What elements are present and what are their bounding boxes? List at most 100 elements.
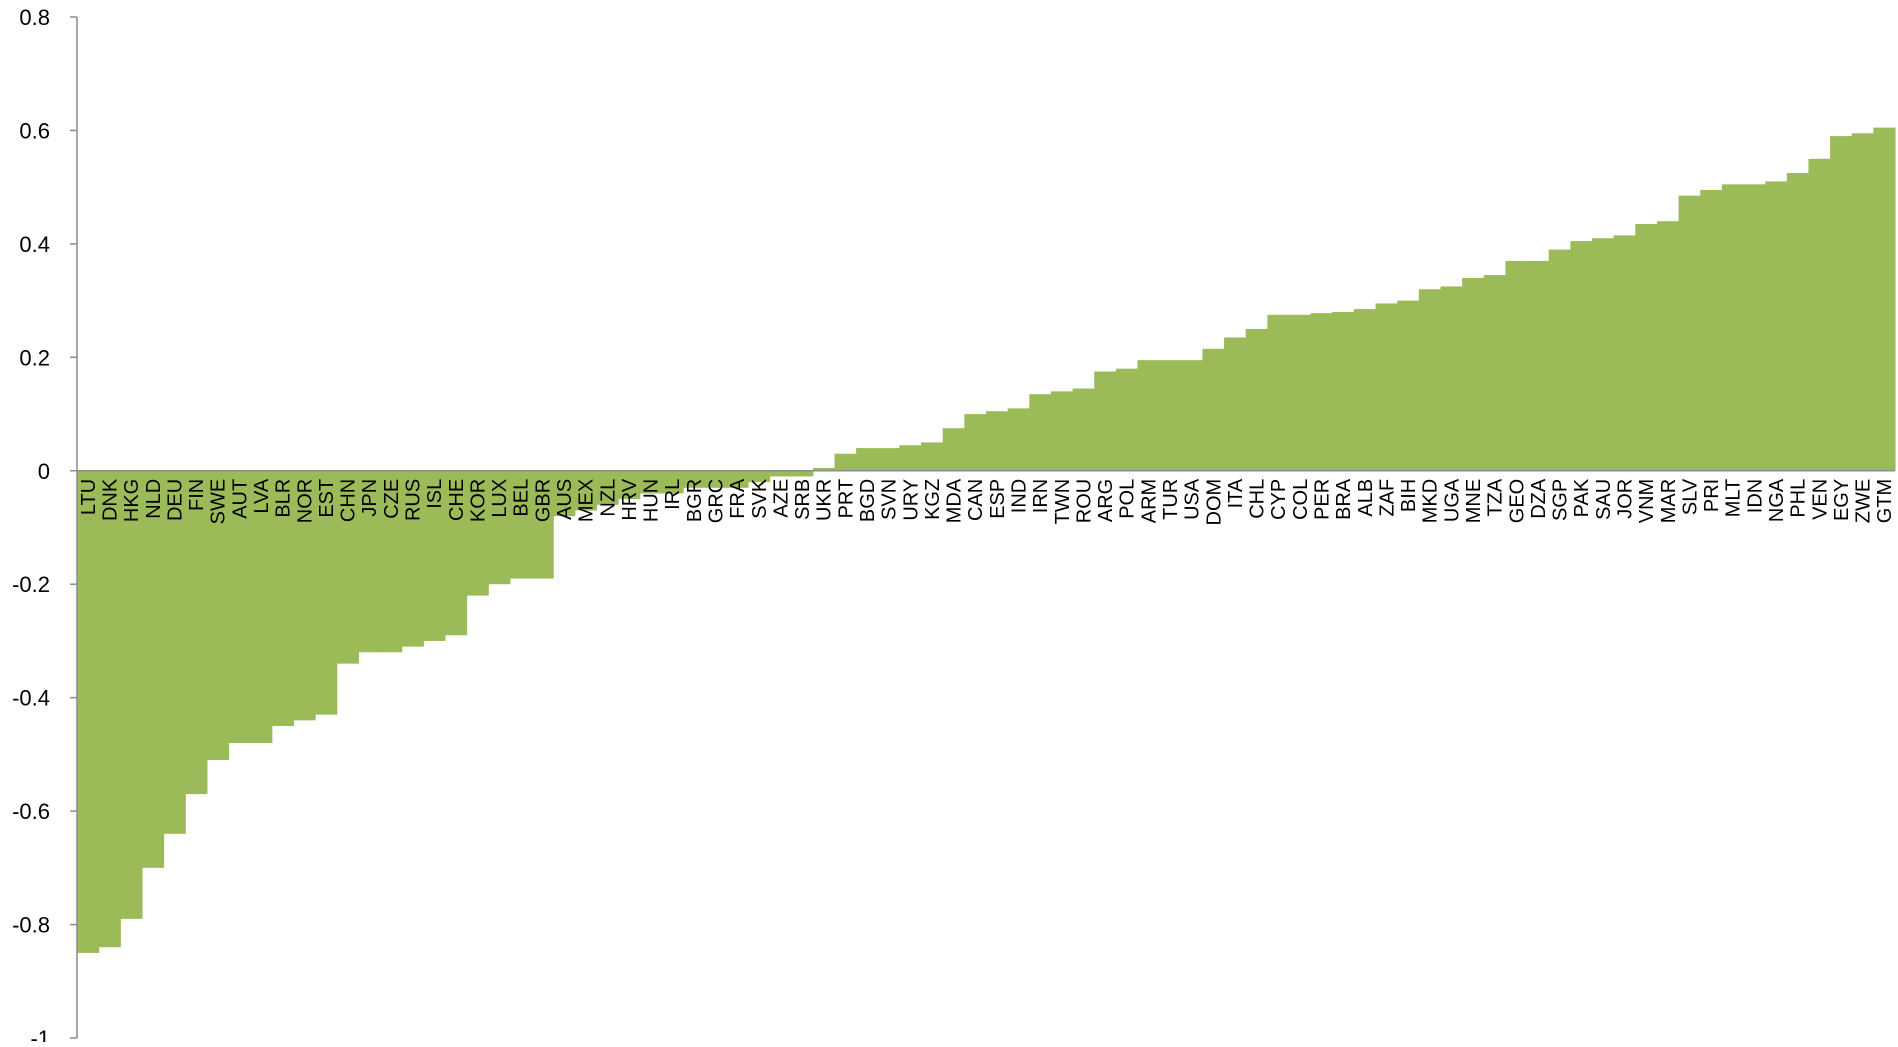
bar-isl [423,470,446,641]
bar-ury [899,445,922,471]
x-tick-label-hkg: HKG [121,479,143,522]
x-tick-label-pri: PRI [1701,479,1723,512]
x-tick-label-rus: RUS [402,479,424,521]
x-tick-label-bel: BEL [511,479,533,517]
bar-dom [1202,348,1225,471]
x-tick-label-est: EST [316,479,338,518]
x-tick-label-cyp: CYP [1268,479,1290,520]
bar-gtm [1873,127,1896,471]
bar-vnm [1635,224,1658,471]
x-tick-label-vnm: VNM [1636,479,1658,523]
x-tick-label-zaf: ZAF [1376,479,1398,517]
x-tick-labels: LTU DNK HKG NLD DEU FIN SWE AUT LVA BLR NOR EST CHN J… [78,478,1896,525]
bar-nor [293,470,316,721]
x-tick-label-ury: URY [900,479,922,521]
bar-bgr [683,470,706,488]
x-tick-label-sgp: SGP [1550,479,1572,521]
x-tick-label-phl: PHL [1788,479,1810,518]
bar-dza [1527,260,1550,471]
x-tick-label-per: PER [1311,479,1333,520]
bar-ita [1224,337,1247,471]
bar-chn [336,470,359,664]
x-tick-label-aut: AUT [229,479,251,519]
bar-ukr [812,467,836,471]
bar-pol [1115,368,1139,471]
bar-egy [1830,136,1853,471]
bar-mkd [1418,289,1442,471]
x-tick-label-isl: ISL [424,479,446,509]
bar-idn [1743,184,1766,471]
bar-nld [141,470,165,868]
x-tick-label-tur: TUR [1160,479,1182,520]
bars-group [77,127,1896,953]
bar-zwe [1851,133,1874,471]
x-tick-label-sau: SAU [1593,479,1615,520]
y-tick-label: 0 [38,459,50,484]
x-tick-label-dza: DZA [1528,478,1550,519]
x-tick-label-aze: AZE [770,479,792,518]
x-tick-label-mne: MNE [1463,479,1485,523]
x-tick-label-idn: IDN [1744,479,1766,513]
bar-cze [380,470,403,653]
x-tick-label-alb: ALB [1355,479,1377,517]
x-tick-label-can: CAN [965,479,987,521]
bar-bgd [856,448,879,471]
x-tick-label-ind: IND [1008,479,1030,513]
bar-nga [1765,181,1788,471]
bar-per [1310,313,1333,471]
bar-aus [553,470,576,517]
bar-ind [1007,408,1030,471]
bar-mlt [1721,184,1745,471]
x-tick-label-gbr: GBR [532,479,554,522]
bar-fra [726,470,749,488]
bar-gbr [531,470,554,579]
bar-can [964,414,987,471]
x-tick-label-lva: LVA [251,478,273,513]
bar-mar [1656,221,1680,471]
x-tick-label-pak: PAK [1571,478,1593,517]
bar-hrv [618,470,641,500]
x-tick-label-bra: BRA [1333,478,1355,520]
bar-srb [791,470,814,477]
bar-lux [488,470,511,585]
y-tick-label: 0.6 [19,118,50,143]
bar-kgz [921,442,944,471]
x-tick-label-prt: PRT [835,479,857,519]
bar-mda [942,428,965,471]
x-tick-label-kor: KOR [467,479,489,522]
bar-irn [1029,394,1052,471]
bar-col [1289,314,1312,471]
bar-nzl [596,470,619,505]
x-tick-label-aus: AUS [554,479,576,520]
bar-phl [1786,172,1810,471]
x-tick-label-tza: TZA [1485,478,1507,516]
x-tick-label-srb: SRB [792,479,814,520]
x-tick-label-jpn: JPN [359,479,381,517]
bar-lva [250,470,273,744]
bar-aut [228,470,251,744]
bar-usa [1180,360,1204,471]
x-tick-label-esp: ESP [987,479,1009,519]
y-tick-label: -0.4 [12,686,50,711]
bar-tur [1159,360,1182,471]
bar-bih [1397,300,1420,471]
x-tick-label-nzl: NZL [597,479,619,517]
bar-jpn [358,470,381,653]
y-tick-label: -0.2 [12,572,50,597]
x-tick-label-bgr: BGR [684,479,706,522]
bar-hun [639,470,662,494]
bar-ltu [77,470,100,953]
x-tick-label-mkd: MKD [1420,479,1442,523]
x-tick-label-ukr: UKR [814,479,836,521]
bar-jor [1613,235,1636,471]
x-tick-label-fra: FRA [727,478,749,519]
x-tick-label-arm: ARM [1138,479,1160,523]
x-tick-label-dom: DOM [1203,479,1225,526]
bar-grc [704,470,727,488]
y-tick-label: 0.8 [19,5,50,30]
bar-sgp [1548,249,1571,471]
bar-arg [1094,371,1117,471]
x-tick-label-chn: CHN [338,479,360,522]
x-tick-label-chl: CHL [1247,479,1269,519]
